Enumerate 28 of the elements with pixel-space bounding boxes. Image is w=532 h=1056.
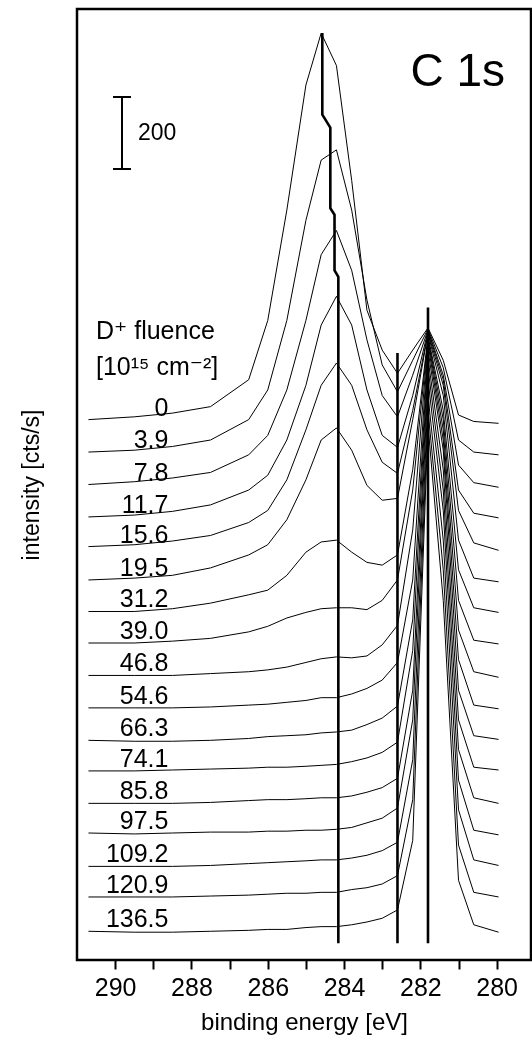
series-label: 120.9 [105,869,169,898]
series-label: 0 [154,392,169,421]
series-label: 85.8 [119,776,169,805]
series-label: 39.0 [119,616,169,644]
series-label: 109.2 [105,839,169,868]
series-label: 19.5 [119,552,169,581]
annotation: 200 [138,119,177,145]
series-label: 74.1 [119,743,169,772]
series-label: 66.3 [119,713,169,742]
x-tick-label: 290 [94,972,137,1001]
series-label: 136.5 [105,904,169,933]
x-tick-label: 280 [476,972,519,1001]
series-label: 7.8 [133,457,169,486]
y-axis-title: intensity [cts/s] [17,409,44,561]
series-label: 97.5 [119,806,169,835]
x-tick-label: 284 [323,972,366,1001]
series-label: 15.6 [119,519,169,548]
legend-title: D⁺ fluence [10¹⁵ cm⁻²] [96,316,219,380]
x-tick-label: 286 [247,972,290,1001]
series-label: 54.6 [119,680,169,709]
x-tick-label: 288 [171,972,213,1001]
chart-title: C 1s [410,44,505,96]
series-label: 31.2 [119,584,169,613]
series-label: 11.7 [121,489,169,518]
x-axis-title: binding energy [eV] [201,1007,408,1035]
series-label: 46.8 [119,648,169,677]
series-label: 3.9 [133,425,169,454]
x-tick-label: 282 [400,972,442,1001]
